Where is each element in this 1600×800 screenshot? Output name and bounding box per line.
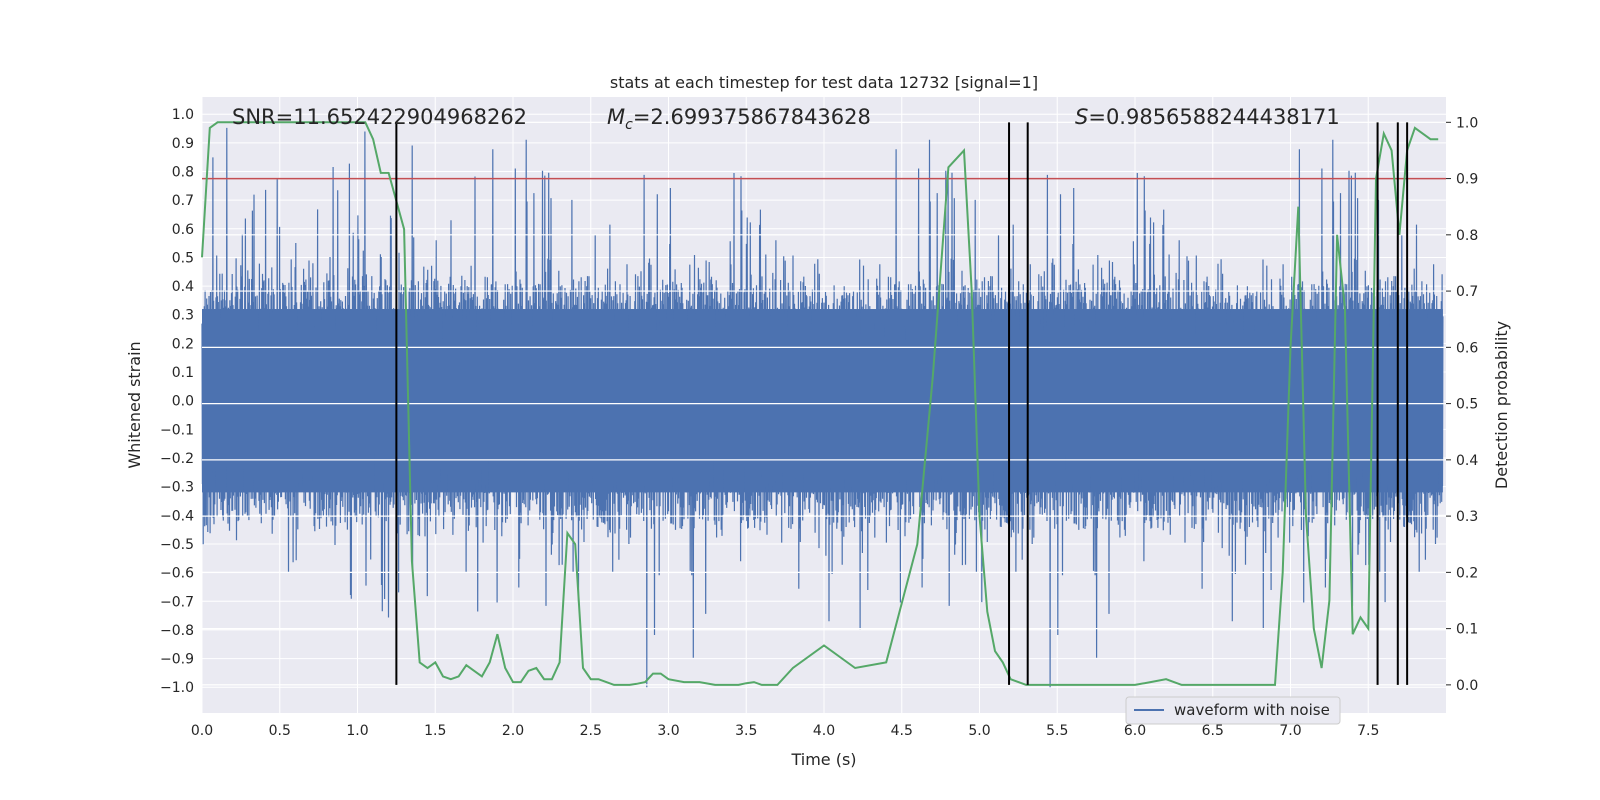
x-axis-label: Time (s) [790,750,856,769]
y-tick-label-right: 0.9 [1456,172,1478,188]
y-tick-label-left: 1.0 [172,107,194,123]
y-tick-label-right: 0.3 [1456,509,1478,525]
y-tick-label-left: 0.2 [172,336,194,352]
y-tick-label-left: −0.3 [160,480,194,496]
x-tick-label: 0.5 [269,723,291,739]
probability-series [201,121,1439,686]
x-tick-label: 5.0 [968,723,990,739]
legend-box [1125,696,1341,725]
axis-ticks: 0.0 0.5 1.0 1.5 2.0 2.5 3.0 3.5 4.0 4.5 5.0 5.5 6.0 6… [160,107,1478,739]
y-tick-label-left: 0.5 [172,250,194,266]
s-symbol: S [1075,105,1088,129]
y-tick-label-left: −0.2 [160,451,194,467]
y-tick-label-right: 0.6 [1456,340,1478,356]
y-tick-label-left: 0.7 [172,193,194,209]
y-tick-label-left: −0.5 [160,537,194,553]
x-tick-label: 7.5 [1357,723,1379,739]
x-tick-label: 1.0 [346,723,368,739]
y-tick-label-right: 0.2 [1456,565,1478,581]
y-tick-label-left: 0.4 [172,279,194,295]
y-tick-label-left: 0.0 [172,394,194,410]
y-tick-label-left: 0.8 [172,164,194,180]
chirp-mass-symbol: M [607,105,625,129]
chart-title: stats at each timestep for test data 127… [610,73,1038,92]
x-tick-label: 6.5 [1202,723,1224,739]
chirp-mass-annotation: Mc=2.699375867843628 [607,105,871,133]
y-tick-label-right: 0.7 [1456,284,1478,300]
snr-annotation: SNR=11.652422904968262 [232,105,527,129]
y-tick-label-right: 0.5 [1456,397,1478,413]
legend-label: waveform with noise [1174,701,1330,719]
y-tick-label-left: 0.1 [172,365,194,381]
x-tick-label: 1.5 [424,723,446,739]
x-tick-label: 0.0 [191,723,213,739]
y-tick-label-right: 1.0 [1456,115,1478,131]
y-tick-label-right: 0.1 [1456,622,1478,638]
x-tick-label: 2.5 [580,723,602,739]
s-value: =0.9856588244438171 [1088,105,1339,129]
x-tick-label: 5.5 [1046,723,1068,739]
detection-lines [395,122,1409,685]
y-tick-label-right: 0.4 [1456,453,1478,469]
chirp-mass-subscript: c [625,117,633,133]
x-tick-label: 3.5 [735,723,757,739]
y-tick-label-right: 0.0 [1456,678,1478,694]
y-tick-label-left: −0.4 [160,508,194,524]
legend: waveform with noise [1125,696,1341,725]
y-tick-label-left: −0.6 [160,566,194,582]
y-tick-label-left: −0.9 [160,652,194,668]
x-tick-label: 6.0 [1124,723,1146,739]
y-tick-label-left: −0.1 [160,422,194,438]
s-annotation: S=0.9856588244438171 [1075,105,1340,129]
y-tick-label-left: 0.9 [172,136,194,152]
y-tick-label-left: −0.8 [160,623,194,639]
y-tick-label-left: 0.6 [172,222,194,238]
chirp-mass-value: =2.699375867843628 [633,105,871,129]
x-tick-label: 2.0 [502,723,524,739]
y-tick-label-left: 0.3 [172,308,194,324]
x-tick-label: 4.0 [813,723,835,739]
y-tick-label-left: −1.0 [160,680,194,696]
y-tick-label-right: 0.8 [1456,228,1478,244]
y-axis-label-left: Whitened strain [125,341,144,468]
y-tick-label-left: −0.7 [160,594,194,610]
y-axis-label-right: Detection probability [1492,321,1511,489]
x-tick-label: 3.0 [657,723,679,739]
x-tick-label: 7.0 [1279,723,1301,739]
x-tick-label: 4.5 [891,723,913,739]
probability-line [201,121,1439,686]
